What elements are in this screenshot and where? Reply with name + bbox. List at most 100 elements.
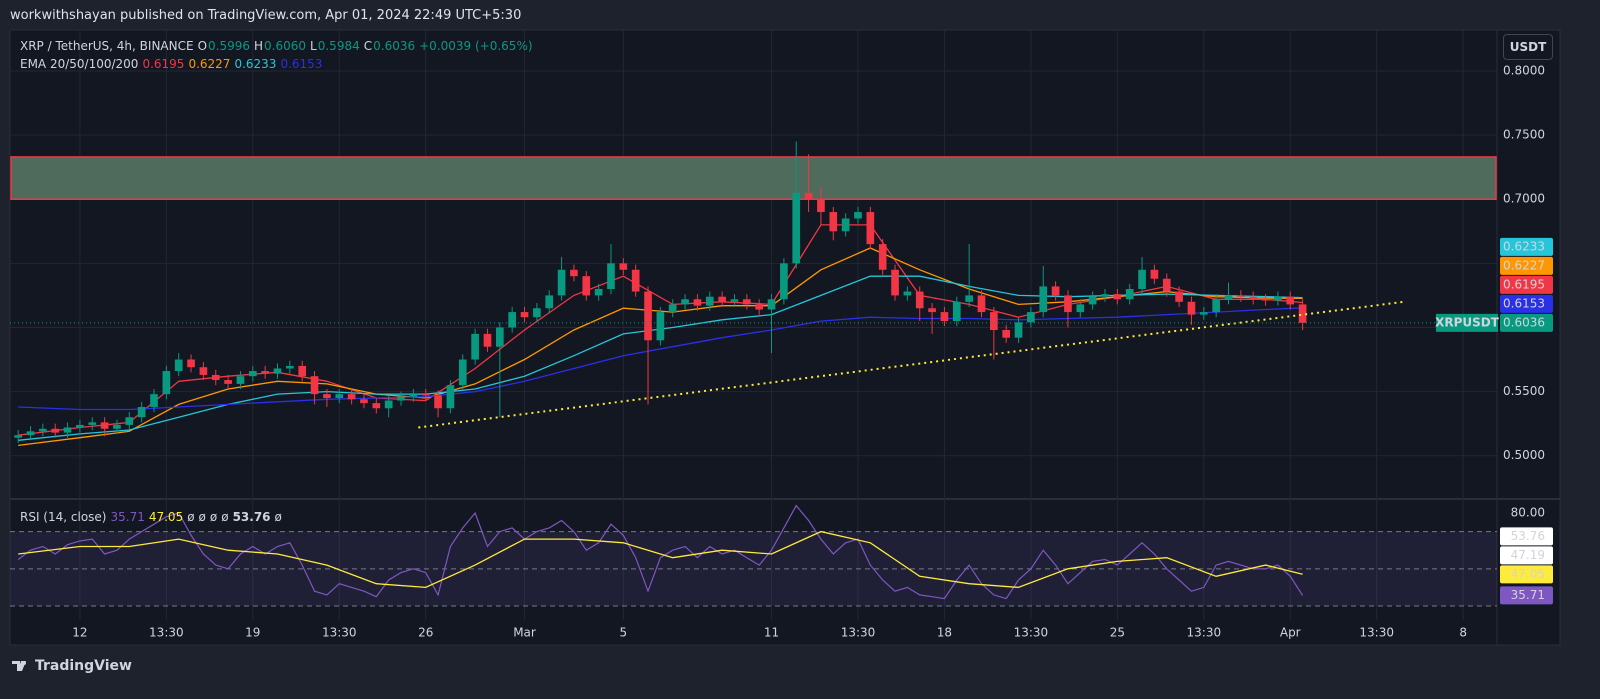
candle-body: [520, 312, 529, 318]
x-tick-label: 5: [620, 626, 628, 640]
candle-body: [854, 212, 862, 219]
candle-body: [273, 368, 282, 374]
candle-body: [508, 312, 516, 328]
rsi-tick-label: 80.00: [1511, 506, 1545, 520]
candle-body: [1002, 330, 1011, 338]
change: +0.0039 (+0.65%): [419, 39, 533, 53]
candle-body: [1051, 286, 1060, 296]
x-tick-label: 13:30: [149, 626, 184, 640]
candle-body: [990, 312, 998, 331]
price-badge: [1500, 527, 1553, 546]
ema-line: [18, 307, 1303, 411]
y-tick-label: 0.8000: [1503, 64, 1545, 78]
candle-body: [1187, 301, 1196, 315]
ohlc-value: 0.6036: [373, 39, 416, 53]
currency-button[interactable]: USDT: [1503, 34, 1553, 60]
logo-dot: [22, 661, 26, 665]
candle-body: [1125, 289, 1134, 300]
candle-body: [1298, 304, 1307, 323]
candle-body: [1064, 295, 1072, 313]
ohlc-key: C: [363, 39, 373, 53]
candle-body: [952, 301, 961, 322]
candle-body: [1039, 286, 1048, 313]
candle-body: [1027, 312, 1035, 323]
candle-body: [767, 299, 776, 310]
y-tick-label: 0.7500: [1503, 128, 1545, 142]
candle-body: [1162, 278, 1171, 292]
candle-body: [1088, 296, 1097, 305]
candle-body: [335, 394, 344, 398]
candle-body: [236, 376, 245, 384]
price-badge: [1500, 294, 1553, 313]
candle-body: [977, 295, 986, 313]
candle-body: [26, 431, 35, 436]
candle-body: [743, 299, 751, 305]
candle-body: [878, 244, 887, 270]
candle-body: [718, 296, 726, 302]
y-tick-label: 0.5000: [1503, 448, 1545, 462]
ohlc-value: 0.5996: [208, 39, 251, 53]
y-tick-label: 0.7000: [1503, 192, 1545, 206]
rsi-value: 35.71: [110, 510, 145, 524]
x-tick-label: 8: [1459, 626, 1467, 640]
price-badge-text: 0.6153: [1503, 296, 1545, 310]
candle-body: [582, 276, 591, 296]
candle-body: [866, 212, 875, 245]
candle-body: [483, 333, 492, 347]
x-tick-label: 26: [418, 626, 433, 640]
candle-body: [1150, 269, 1159, 279]
rsi-value: 47.05: [148, 510, 184, 524]
candle-body: [829, 212, 838, 232]
candle-body: [125, 417, 134, 425]
publisher-line: workwithshayan published on TradingView.…: [10, 8, 522, 23]
candle-body: [693, 299, 702, 306]
candle-body: [681, 299, 689, 305]
candle-body: [841, 218, 850, 232]
candle-body: [705, 296, 714, 306]
candle-body: [360, 399, 368, 404]
candle-body: [1261, 299, 1270, 301]
price-badge-text: 47.19: [1511, 548, 1545, 562]
candle-body: [1175, 291, 1183, 302]
rsi-na: ø: [274, 510, 282, 524]
candle-body: [310, 376, 319, 395]
candle-body: [347, 394, 356, 400]
candle-body: [63, 427, 72, 433]
x-tick-label: Apr: [1280, 626, 1301, 640]
candle-body: [211, 374, 220, 381]
candle-body: [928, 308, 936, 313]
rsi-legend: RSI (14, close) 35.71 47.05 ø ø ø ø 53.76 ø: [20, 510, 286, 524]
ema-legend: EMA 20/50/100/200 0.6195 0.6227 0.6233 0.615…: [20, 57, 326, 71]
candle-body: [570, 269, 578, 277]
x-tick-label: 18: [937, 626, 952, 640]
candle-body: [421, 394, 430, 396]
candle-body: [891, 269, 899, 296]
price-badge-text: 47.05: [1511, 567, 1545, 581]
x-tick-label: 13:30: [841, 626, 876, 640]
candle-body: [88, 422, 97, 425]
indicator-label: EMA 20/50/100/200: [20, 57, 139, 71]
candle-body: [298, 365, 307, 377]
price-badge-text: 0.6195: [1503, 277, 1545, 291]
candle-body: [557, 269, 566, 296]
ema-value: 0.6195: [142, 57, 185, 71]
candle-body: [1237, 295, 1245, 297]
candle-body: [261, 371, 269, 374]
x-tick-label: 25: [1110, 626, 1125, 640]
candle-body: [39, 428, 47, 432]
rsi-level-value: 53.76: [232, 510, 271, 524]
candle-body: [174, 359, 183, 372]
candle-body: [248, 371, 257, 377]
x-tick-label: 13:30: [1187, 626, 1222, 640]
rsi-label: RSI (14, close): [20, 510, 107, 524]
candle-body: [1113, 294, 1122, 300]
rsi-na: ø: [198, 510, 206, 524]
candle-body: [286, 365, 294, 369]
candle-body: [199, 367, 208, 375]
x-tick-label: 13:30: [1359, 626, 1394, 640]
y-tick-label: 0.5500: [1503, 384, 1545, 398]
candle-body: [434, 395, 442, 409]
candle-body: [631, 269, 640, 292]
